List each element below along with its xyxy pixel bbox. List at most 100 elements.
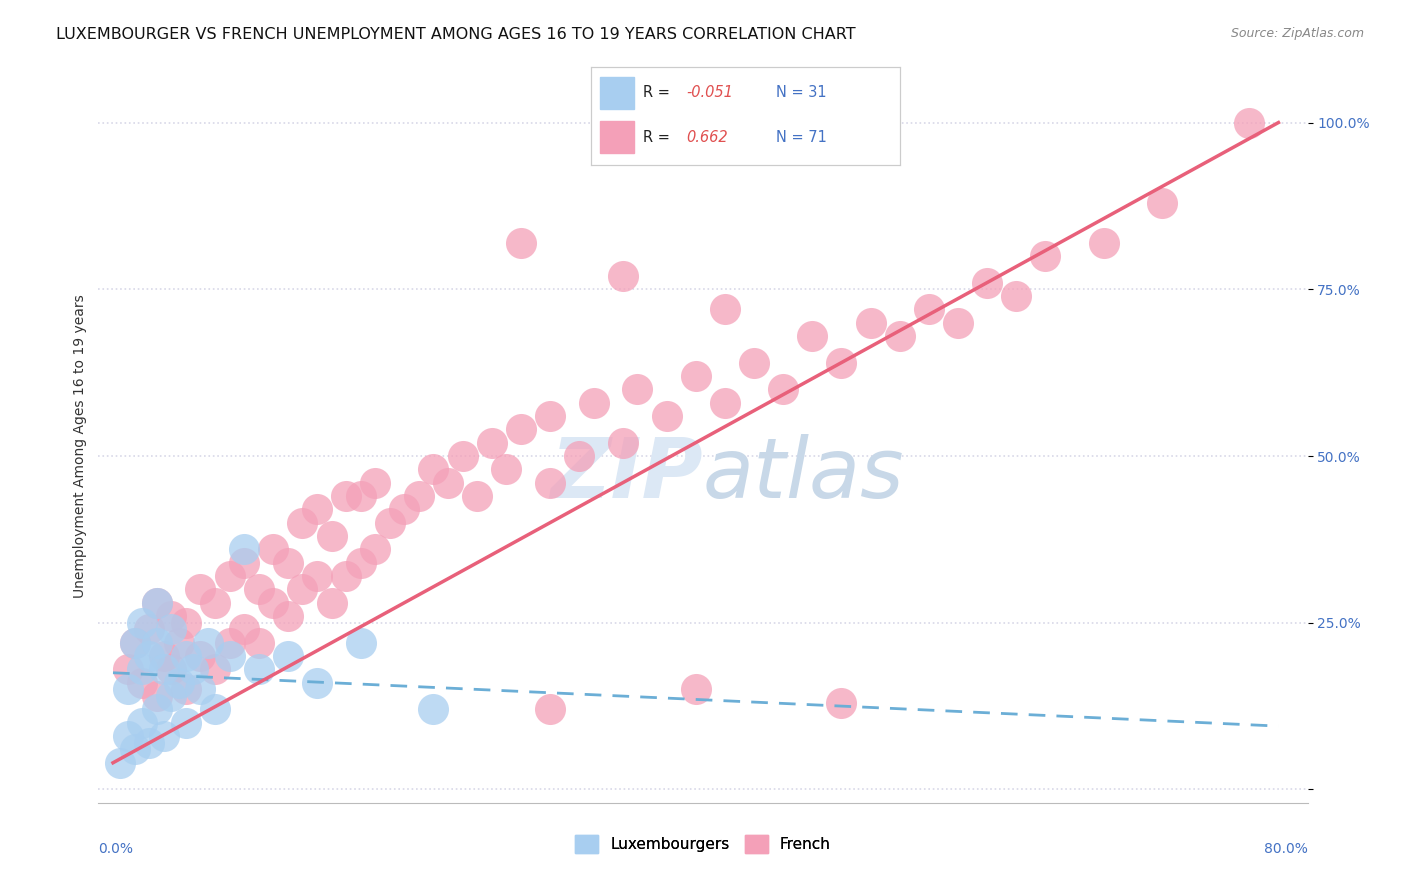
Point bbox=[321, 596, 343, 610]
Point bbox=[117, 662, 139, 676]
Point bbox=[204, 662, 226, 676]
Text: 0.662: 0.662 bbox=[686, 129, 728, 145]
Point bbox=[422, 462, 444, 476]
Bar bbox=[600, 77, 634, 109]
Point bbox=[247, 636, 270, 650]
Point bbox=[830, 356, 852, 370]
Text: N = 71: N = 71 bbox=[776, 129, 827, 145]
Point bbox=[364, 542, 387, 557]
Point bbox=[626, 382, 648, 396]
Point bbox=[153, 649, 176, 664]
Point bbox=[495, 462, 517, 476]
Point bbox=[153, 729, 176, 743]
Point bbox=[655, 409, 678, 423]
Point bbox=[167, 675, 190, 690]
Point bbox=[262, 542, 284, 557]
Point bbox=[350, 556, 373, 570]
Point bbox=[350, 489, 373, 503]
Point bbox=[335, 569, 357, 583]
Point bbox=[277, 556, 299, 570]
Point bbox=[714, 302, 737, 317]
Point bbox=[509, 235, 531, 250]
Point bbox=[465, 489, 488, 503]
Text: ZIP: ZIP bbox=[550, 434, 703, 515]
Bar bbox=[600, 121, 634, 153]
Point bbox=[612, 435, 634, 450]
Point bbox=[451, 449, 474, 463]
Point bbox=[233, 623, 256, 637]
Point bbox=[145, 702, 167, 716]
Point bbox=[685, 682, 707, 697]
Point bbox=[538, 702, 561, 716]
Point bbox=[145, 596, 167, 610]
Point bbox=[976, 276, 998, 290]
Point bbox=[1092, 235, 1115, 250]
Point bbox=[262, 596, 284, 610]
Point bbox=[218, 649, 240, 664]
Point bbox=[218, 569, 240, 583]
Point bbox=[190, 649, 212, 664]
Point bbox=[124, 636, 146, 650]
Point bbox=[364, 475, 387, 490]
Point bbox=[859, 316, 882, 330]
Point bbox=[110, 756, 132, 770]
Point bbox=[305, 675, 328, 690]
Text: atlas: atlas bbox=[703, 434, 904, 515]
Point bbox=[509, 422, 531, 436]
Point bbox=[685, 368, 707, 383]
Point bbox=[538, 409, 561, 423]
Point bbox=[437, 475, 460, 490]
Point bbox=[233, 556, 256, 570]
Point bbox=[305, 502, 328, 516]
Point bbox=[233, 542, 256, 557]
Point bbox=[117, 729, 139, 743]
Point bbox=[181, 662, 204, 676]
Point bbox=[247, 582, 270, 597]
Point bbox=[204, 596, 226, 610]
Point bbox=[131, 675, 153, 690]
Text: N = 31: N = 31 bbox=[776, 86, 827, 101]
Point bbox=[174, 715, 197, 730]
Point bbox=[422, 702, 444, 716]
Point bbox=[153, 662, 176, 676]
Point bbox=[145, 689, 167, 703]
Point bbox=[1239, 115, 1261, 129]
Point bbox=[946, 316, 969, 330]
Legend: Luxembourgers, French: Luxembourgers, French bbox=[569, 829, 837, 859]
Point bbox=[1033, 249, 1056, 263]
Point bbox=[277, 649, 299, 664]
Point bbox=[378, 516, 401, 530]
Text: 80.0%: 80.0% bbox=[1264, 842, 1308, 856]
Point bbox=[174, 615, 197, 630]
Point bbox=[830, 696, 852, 710]
Point bbox=[167, 636, 190, 650]
Text: LUXEMBOURGER VS FRENCH UNEMPLOYMENT AMONG AGES 16 TO 19 YEARS CORRELATION CHART: LUXEMBOURGER VS FRENCH UNEMPLOYMENT AMON… bbox=[56, 27, 856, 42]
Point bbox=[772, 382, 794, 396]
Point bbox=[321, 529, 343, 543]
Point bbox=[160, 662, 183, 676]
Point bbox=[138, 649, 160, 664]
Point bbox=[481, 435, 503, 450]
Point bbox=[335, 489, 357, 503]
Point bbox=[190, 582, 212, 597]
Text: R =: R = bbox=[643, 129, 679, 145]
Point bbox=[394, 502, 416, 516]
Point bbox=[801, 329, 824, 343]
Point bbox=[350, 636, 373, 650]
Point bbox=[218, 636, 240, 650]
Point bbox=[138, 736, 160, 750]
Point bbox=[305, 569, 328, 583]
Point bbox=[1150, 195, 1173, 210]
Point bbox=[131, 615, 153, 630]
Point bbox=[408, 489, 430, 503]
Point bbox=[174, 649, 197, 664]
Point bbox=[889, 329, 911, 343]
Point bbox=[291, 582, 314, 597]
Point bbox=[247, 662, 270, 676]
Point bbox=[131, 715, 153, 730]
Point bbox=[582, 395, 605, 409]
Point bbox=[568, 449, 591, 463]
Point bbox=[131, 662, 153, 676]
Text: R =: R = bbox=[643, 86, 675, 101]
Point bbox=[204, 702, 226, 716]
